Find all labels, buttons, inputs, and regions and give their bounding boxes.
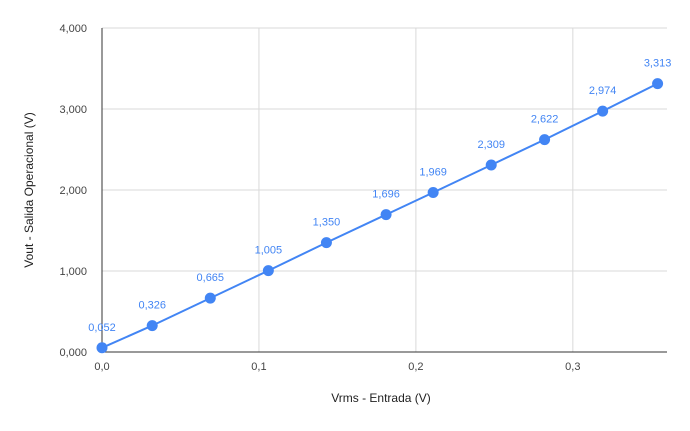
data-point: [262, 265, 274, 277]
x-tick-label: 0,3: [565, 361, 580, 373]
y-tick-label: 2,000: [59, 185, 87, 197]
y-tick-labels: 0,000 1,000 2,000 3,000 4,000: [59, 23, 87, 359]
data-label: 0,326: [138, 300, 166, 312]
data-label: 1,696: [372, 189, 400, 201]
data-point: [380, 209, 392, 221]
y-tick-label: 1,000: [59, 266, 87, 278]
data-point: [96, 342, 108, 354]
data-labels: 0,052 0,326 0,665 1,005 1,350 1,696 1,969 2,309…: [88, 58, 671, 334]
x-axis-title: Vrms - Entrada (V): [331, 391, 431, 405]
y-tick-label: 0,000: [59, 347, 87, 359]
data-point: [597, 105, 609, 117]
data-label: 1,005: [255, 245, 283, 257]
data-label: 2,622: [531, 114, 559, 126]
grid-lines: [102, 27, 667, 352]
data-point: [146, 320, 158, 332]
series-line: [101, 82, 659, 349]
data-label: 2,309: [477, 139, 505, 151]
x-tick-label: 0,0: [94, 361, 109, 373]
data-label: 0,052: [88, 322, 116, 334]
x-tick-labels: 0,0 0,1 0,2 0,3: [94, 361, 580, 373]
data-label: 1,350: [313, 217, 341, 229]
x-tick-label: 0,2: [408, 361, 423, 373]
data-point: [320, 237, 332, 249]
x-tick-label: 0,1: [251, 361, 266, 373]
data-series: [96, 78, 664, 354]
data-label: 2,974: [589, 85, 617, 97]
y-tick-label: 3,000: [59, 104, 87, 116]
data-label: 3,313: [644, 58, 672, 70]
data-point: [204, 292, 216, 304]
y-axis-title: Vout - Salida Operacional (V): [22, 112, 36, 267]
y-tick-label: 4,000: [59, 23, 87, 35]
data-point: [652, 78, 664, 90]
data-label: 1,969: [419, 167, 447, 179]
axes: [101, 28, 667, 353]
data-point: [539, 134, 551, 146]
data-label: 0,665: [197, 272, 225, 284]
data-point: [485, 159, 497, 171]
data-point: [427, 187, 439, 199]
